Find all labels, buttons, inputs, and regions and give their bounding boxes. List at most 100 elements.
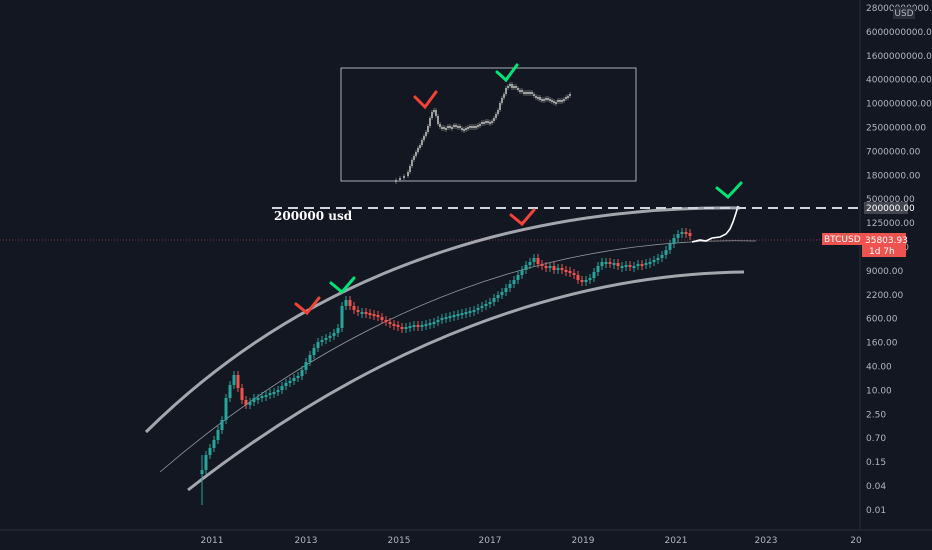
candle-body [440, 318, 444, 320]
candle-body [448, 316, 452, 318]
candle-body [464, 312, 468, 314]
candle-body [348, 300, 352, 306]
candle-body [576, 275, 580, 280]
candle-body [288, 381, 292, 383]
candle-body [572, 273, 576, 275]
candle-body [512, 280, 516, 284]
time-tick-label: 2015 [388, 536, 411, 546]
candle-body [588, 278, 592, 280]
candle-body [300, 370, 304, 376]
channel-lower-curve [187, 270, 745, 492]
price-tick-label: 25000000.00 [866, 124, 926, 134]
candle-body [444, 317, 448, 319]
candle-body [228, 385, 232, 398]
price-tick-label: 2.50 [866, 410, 886, 420]
candle-body [412, 325, 416, 327]
time-tick-label: 20 [850, 536, 862, 546]
symbol-tag-text: BTCUSD [824, 235, 861, 245]
time-tick-label: 2011 [201, 536, 224, 546]
green-check-icon [329, 276, 356, 295]
candle-body [596, 266, 600, 272]
candle-body [520, 270, 524, 275]
currency-badge[interactable] [893, 7, 915, 19]
time-axis[interactable]: 2011 2013 2015 2017 2019 2021 2023 20 [201, 536, 862, 546]
candle-body [376, 315, 380, 317]
candle-body [452, 315, 456, 317]
candle-body [400, 327, 404, 329]
candle-body [224, 398, 228, 420]
candle-body [560, 268, 564, 270]
target-price-tag [864, 202, 908, 214]
candle-body [220, 420, 224, 430]
candle-body [344, 300, 348, 306]
candle-body [416, 325, 420, 327]
candle-body [544, 266, 548, 268]
candle-body [456, 314, 460, 316]
candle-body [296, 376, 300, 378]
candle-body [612, 263, 616, 265]
candle-body [652, 260, 656, 262]
candle-body [488, 302, 492, 304]
candle-body [388, 322, 392, 324]
candle-body [604, 262, 608, 264]
candle-body [528, 262, 532, 265]
price-tick-label: 125000.00 [866, 219, 915, 229]
candle-body [356, 310, 360, 312]
candle-body [644, 263, 648, 265]
candle-body [320, 340, 324, 342]
candle-body [280, 386, 284, 390]
candle-body [480, 306, 484, 308]
candle-body [496, 295, 500, 298]
red-check-icon [413, 90, 438, 110]
candle-body [540, 264, 544, 266]
candle-body [476, 308, 480, 310]
price-tick-label: 0.15 [866, 458, 886, 468]
price-tick-label: 1600000000.00 [866, 52, 932, 62]
candle-body [556, 268, 560, 270]
symbol-tag[interactable] [822, 233, 872, 245]
price-tick-label: 6000000000.00 [866, 28, 932, 38]
candle-body [672, 238, 676, 244]
time-tick-label: 2021 [665, 536, 688, 546]
red-check-icon [294, 296, 321, 316]
candles-group [200, 228, 692, 505]
price-tick-label: 160.00 [866, 339, 898, 349]
candle-body [244, 400, 248, 405]
candle-body [204, 455, 208, 470]
candle-body [516, 275, 520, 280]
candle-body [592, 272, 596, 278]
candle-body [324, 338, 328, 340]
candle-body [384, 320, 388, 322]
candle-body [492, 298, 496, 302]
price-tick-label: 2200.00 [866, 291, 903, 301]
candle-body [500, 292, 504, 295]
candle-body [260, 396, 264, 398]
green-check-icon [715, 181, 743, 200]
candle-body [308, 355, 312, 362]
candle-body [236, 375, 240, 388]
candle-body [420, 325, 424, 327]
last-price-tag [862, 233, 906, 257]
candle-body [276, 390, 280, 392]
candle-body [292, 378, 296, 381]
candle-body [484, 304, 488, 306]
candle-body [368, 313, 372, 315]
green-check-icon [495, 63, 519, 83]
candle-body [656, 258, 660, 260]
candle-body [584, 280, 588, 282]
last-price-text: 35803.93 [865, 236, 908, 246]
candle-body [564, 270, 568, 272]
candle-body [336, 328, 340, 333]
candle-body [364, 312, 368, 314]
candle-body [632, 266, 636, 268]
channel-upper-curve [144, 206, 741, 434]
price-tick-label: 0.01 [866, 506, 886, 516]
target-annotation-text: 200000 usd [274, 209, 353, 223]
candle-body [532, 258, 536, 262]
candle-body [568, 271, 572, 273]
candle-body [460, 313, 464, 315]
candle-body [616, 263, 620, 266]
candle-body [360, 312, 364, 314]
